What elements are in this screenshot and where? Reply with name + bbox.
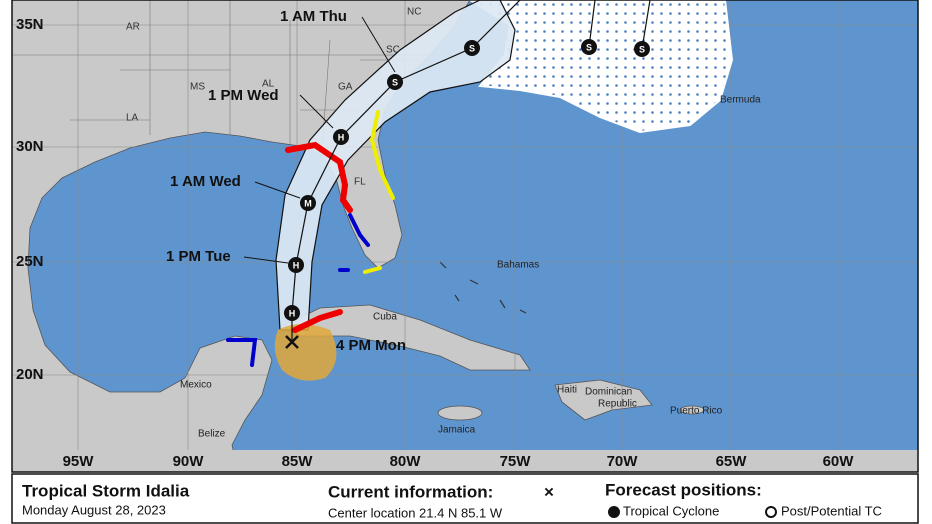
lon-label: 90W — [173, 453, 205, 470]
map-shape — [464, 40, 480, 56]
state-label: GA — [338, 82, 353, 93]
center-location: Center location 21.4 N 85.1 W — [328, 505, 503, 520]
forecast-cone — [275, 0, 516, 331]
lon-label: 65W — [716, 453, 748, 470]
place-label: Puerto Rico — [670, 406, 723, 417]
state-label: AR — [126, 22, 140, 33]
time-label: 4 PM Mon — [336, 337, 406, 354]
place-label: Jamaica — [438, 425, 476, 436]
lon-label: 85W — [282, 453, 314, 470]
time-label: 1 PM Wed — [208, 87, 279, 104]
current-symbol: × — [544, 482, 554, 501]
marker-letter: S — [469, 43, 475, 53]
legend-label: Tropical Cyclone — [623, 503, 719, 518]
legend-symbol-open — [765, 506, 777, 518]
marker-letter: S — [586, 42, 592, 52]
place-label: Mexico — [180, 380, 212, 391]
state-label: LA — [126, 113, 139, 124]
place-label: Haiti — [557, 385, 577, 396]
map-shape — [634, 41, 650, 57]
marker-letter: H — [293, 260, 300, 270]
date: Monday August 28, 2023 — [22, 502, 166, 517]
lat-label: 35N — [16, 16, 44, 33]
lon-label: 95W — [63, 453, 95, 470]
lat-label: 20N — [16, 366, 44, 383]
map-shape — [333, 129, 349, 145]
place-label: Dominican — [585, 387, 632, 398]
state-label: NC — [407, 7, 421, 18]
map-shape — [300, 195, 316, 211]
lon-label: 70W — [607, 453, 639, 470]
marker-letter: S — [639, 44, 645, 54]
place-label: Belize — [198, 429, 226, 440]
legend-symbol-filled — [608, 506, 620, 518]
place-label: Bermuda — [720, 95, 761, 106]
place-label: Republic — [598, 399, 637, 410]
tropical-storm-wind-area — [274, 324, 337, 381]
map-area: S S S S H M H H 1 AM Thu 1 PM Wed 1 AM W… — [12, 0, 918, 472]
forecast-title: Forecast positions: — [605, 480, 762, 499]
lat-label: 30N — [16, 138, 44, 155]
state-label: MS — [190, 82, 205, 93]
lat-label: 25N — [16, 253, 44, 270]
map-shape — [284, 305, 300, 321]
current-title: Current information: — [328, 482, 493, 501]
hispaniola — [554, 379, 653, 421]
bahamas — [439, 261, 527, 314]
state-label: FL — [354, 177, 366, 188]
jamaica — [437, 405, 483, 421]
legend-label: Post/Potential TC — [781, 503, 882, 518]
marker-letter: H — [338, 132, 345, 142]
storm-surge-watch — [226, 213, 370, 367]
puerto-rico — [679, 405, 705, 415]
state-label: SC — [386, 45, 400, 56]
marker-letter: S — [392, 77, 398, 87]
state-label: AL — [262, 79, 275, 90]
cuba — [284, 304, 531, 371]
marker-letter: M — [304, 198, 312, 208]
lon-strip — [12, 450, 918, 472]
place-label: Cuba — [373, 312, 397, 323]
hurricane-warning — [285, 141, 353, 333]
map-shape — [387, 74, 403, 90]
map-shape — [581, 39, 597, 55]
map-frame — [11, 0, 919, 473]
map-shape — [288, 257, 304, 273]
track-markers: S S S S H M H H — [284, 39, 650, 349]
marker-letter: H — [289, 308, 296, 318]
storm-name: Tropical Storm Idalia — [22, 481, 190, 500]
lon-label: 75W — [500, 453, 532, 470]
time-label: 1 PM Tue — [166, 248, 231, 265]
time-label: 1 AM Thu — [280, 8, 347, 25]
lon-label: 80W — [390, 453, 422, 470]
lon-label: 60W — [823, 453, 855, 470]
label-leaders — [243, 16, 396, 264]
tropical-storm-warning — [363, 110, 395, 274]
time-label: 1 AM Wed — [170, 173, 241, 190]
current-position — [285, 335, 299, 349]
place-label: Bahamas — [497, 260, 539, 271]
